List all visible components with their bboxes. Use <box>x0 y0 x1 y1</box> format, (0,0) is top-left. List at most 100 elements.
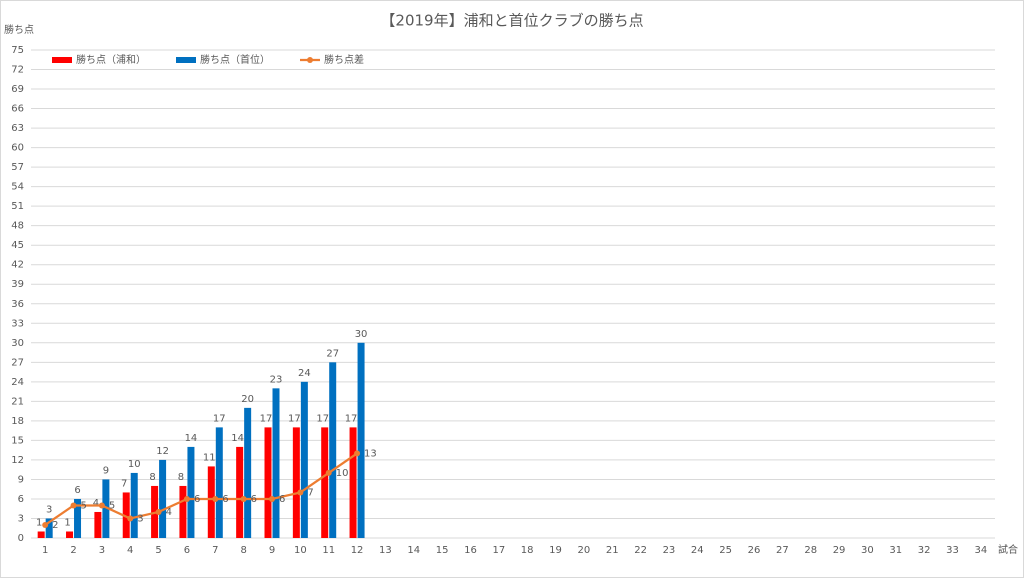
x-tick-label: 21 <box>606 545 619 556</box>
x-tick-label: 1 <box>42 545 48 556</box>
x-tick-label: 29 <box>833 545 846 556</box>
data-label: 17 <box>345 413 358 424</box>
y-tick-label: 63 <box>11 123 24 134</box>
bar <box>357 342 365 538</box>
data-label: 13 <box>364 448 377 459</box>
x-tick-label: 7 <box>212 545 218 556</box>
line-marker <box>127 515 134 522</box>
line-marker <box>42 521 49 528</box>
line-marker <box>70 502 77 509</box>
y-tick-label: 30 <box>11 338 24 349</box>
y-tick-label: 6 <box>18 494 24 505</box>
x-tick-label: 2 <box>70 545 76 556</box>
y-tick-label: 9 <box>18 474 24 485</box>
data-label: 24 <box>298 368 311 379</box>
y-tick-label: 72 <box>11 65 24 76</box>
y-tick-label: 60 <box>11 143 24 154</box>
bar <box>292 427 300 538</box>
legend-label: 勝ち点差 <box>324 53 364 66</box>
y-tick-label: 36 <box>11 299 24 310</box>
bar <box>244 407 252 538</box>
data-label: 30 <box>355 329 368 340</box>
x-tick-label: 33 <box>946 545 959 556</box>
data-label: 4 <box>166 507 172 518</box>
x-tick-label: 17 <box>492 545 505 556</box>
legend-swatch <box>176 57 196 63</box>
bar <box>349 427 357 538</box>
data-label: 17 <box>260 413 273 424</box>
bar <box>37 531 45 538</box>
y-tick-label: 24 <box>11 377 24 388</box>
x-tick-label: 30 <box>861 545 874 556</box>
data-label: 3 <box>137 513 143 524</box>
line-marker <box>297 489 304 496</box>
data-label: 5 <box>81 500 87 511</box>
x-tick-label: 14 <box>407 545 420 556</box>
bar <box>94 511 102 538</box>
bar <box>130 472 138 538</box>
line-marker <box>183 495 190 502</box>
data-label: 9 <box>103 465 109 476</box>
x-tick-label: 11 <box>322 545 335 556</box>
bar <box>300 381 308 538</box>
x-tick-label: 16 <box>464 545 477 556</box>
data-label: 8 <box>178 472 184 483</box>
data-label: 23 <box>270 374 283 385</box>
x-tick-label: 8 <box>240 545 246 556</box>
x-tick-label: 19 <box>549 545 562 556</box>
data-label: 27 <box>326 348 339 359</box>
x-tick-label: 9 <box>269 545 275 556</box>
data-label: 10 <box>336 468 349 479</box>
bar <box>321 427 329 538</box>
data-label: 7 <box>307 487 313 498</box>
bar <box>329 362 337 538</box>
x-tick-label: 32 <box>918 545 931 556</box>
legend-swatch <box>52 57 72 63</box>
chart-title: 【2019年】浦和と首位クラブの勝ち点 <box>380 12 643 30</box>
y-tick-label: 42 <box>11 260 24 271</box>
x-axis-title: 試合 <box>998 543 1018 556</box>
data-label: 6 <box>279 494 285 505</box>
data-label: 17 <box>213 413 226 424</box>
data-label: 12 <box>156 446 169 457</box>
y-tick-label: 39 <box>11 279 24 290</box>
data-label: 17 <box>288 413 301 424</box>
bar <box>179 485 187 538</box>
y-tick-label: 15 <box>11 435 24 446</box>
line-marker <box>325 469 332 476</box>
x-tick-label: 10 <box>294 545 307 556</box>
data-label: 1 <box>64 517 70 528</box>
line-marker <box>269 495 275 502</box>
line-marker <box>212 495 219 502</box>
bar <box>66 531 74 538</box>
bar <box>122 492 130 538</box>
y-tick-label: 18 <box>11 416 24 427</box>
data-label: 14 <box>231 433 244 444</box>
y-tick-label: 21 <box>11 396 24 407</box>
y-axis-title: 勝ち点 <box>4 23 34 36</box>
legend-marker <box>307 57 313 63</box>
bar <box>236 446 244 538</box>
data-label: 6 <box>222 494 228 505</box>
data-label: 5 <box>109 500 115 511</box>
x-tick-label: 15 <box>436 545 449 556</box>
legend-label: 勝ち点（浦和） <box>76 53 146 66</box>
y-tick-label: 33 <box>11 318 24 329</box>
data-label: 6 <box>194 494 200 505</box>
x-tick-label: 34 <box>974 545 987 556</box>
line-marker <box>240 495 247 502</box>
x-tick-label: 5 <box>155 545 161 556</box>
y-tick-label: 45 <box>11 240 24 251</box>
data-label: 4 <box>93 498 99 509</box>
x-tick-label: 23 <box>663 545 676 556</box>
y-tick-label: 75 <box>11 45 24 56</box>
data-label: 10 <box>128 459 141 470</box>
x-tick-label: 20 <box>578 545 591 556</box>
x-tick-label: 12 <box>351 545 364 556</box>
line <box>44 452 358 526</box>
data-label: 8 <box>149 472 155 483</box>
bar <box>207 466 215 538</box>
